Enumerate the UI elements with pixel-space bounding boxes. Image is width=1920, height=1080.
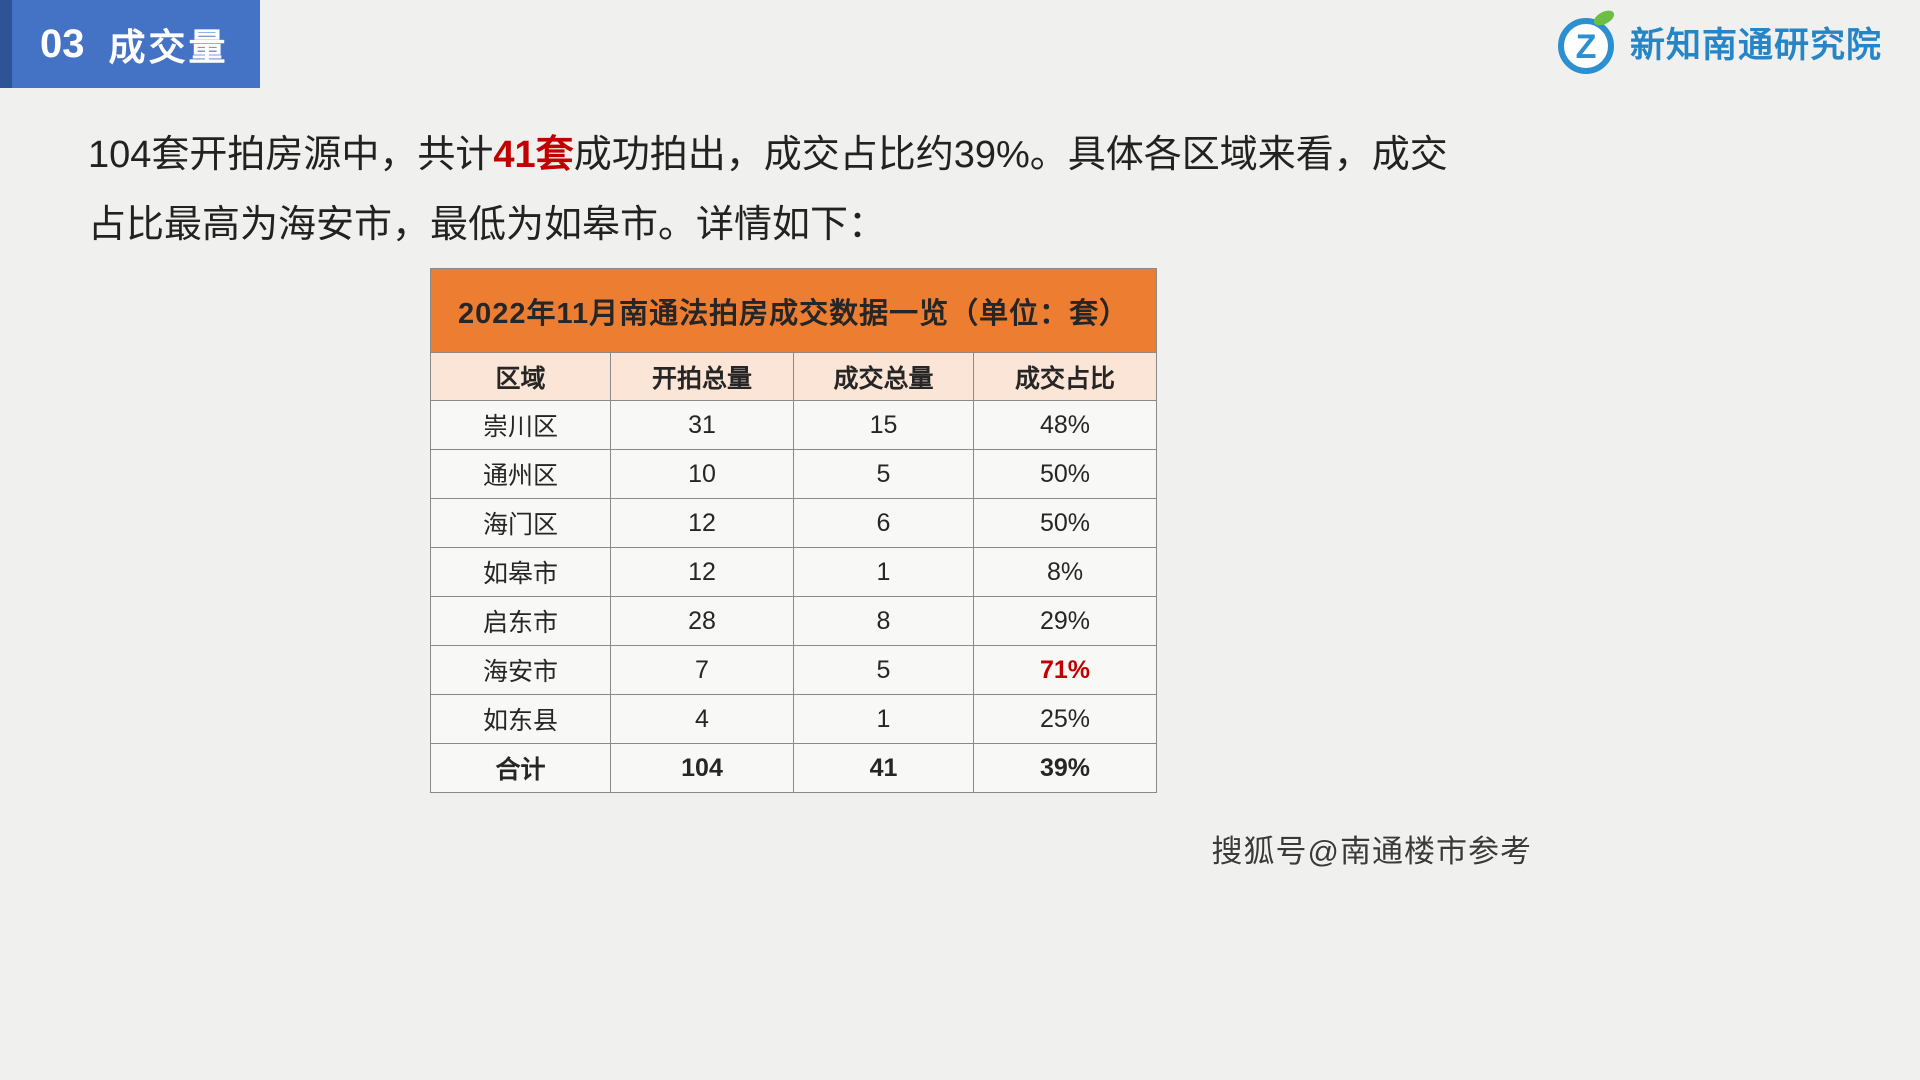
col-header-ratio: 成交占比 xyxy=(972,352,1158,401)
cell-listed: 12 xyxy=(610,498,794,548)
sales-data-table: 2022年11月南通法拍房成交数据一览（单位：套） 区域 开拍总量 成交总量 成… xyxy=(429,268,1158,793)
table-row: 通州区 10 5 50% xyxy=(430,449,1158,499)
cell-ratio: 50% xyxy=(972,449,1158,499)
cell-region: 启东市 xyxy=(430,596,611,646)
cell-ratio: 25% xyxy=(972,694,1158,744)
cell-listed: 104 xyxy=(610,743,794,793)
summary-paragraph: 104套开拍房源中，共计41套成功拍出，成交占比约39%。具体各区域来看，成交占… xyxy=(88,120,1480,260)
badge-main: 03 成交量 xyxy=(12,0,260,88)
table-row: 如皋市 12 1 8% xyxy=(430,547,1158,597)
col-header-region: 区域 xyxy=(430,352,611,401)
table-row: 海安市 7 5 71% xyxy=(430,645,1158,695)
cell-ratio-highlight: 71% xyxy=(972,645,1158,695)
watermark: 搜狐号@南通楼市参考 xyxy=(1211,834,1532,869)
cell-listed: 10 xyxy=(610,449,794,499)
cell-sold: 15 xyxy=(793,400,974,450)
cell-listed: 31 xyxy=(610,400,794,450)
org-logo-glyph: Z xyxy=(1576,28,1597,66)
summary-text-2: 成功拍出，成交占比约39%。具体各区域来看，成交占比最高为海安市，最低为如皋市。… xyxy=(88,134,1448,246)
section-badge: 03 成交量 xyxy=(0,0,260,88)
cell-sold: 5 xyxy=(793,449,974,499)
cell-listed: 12 xyxy=(610,547,794,597)
summary-highlight: 41套 xyxy=(493,134,574,176)
cell-region: 如东县 xyxy=(430,694,611,744)
org-logo-icon: Z xyxy=(1557,10,1615,74)
cell-region: 海门区 xyxy=(430,498,611,548)
cell-sold: 41 xyxy=(793,743,974,793)
table-row: 启东市 28 8 29% xyxy=(430,596,1158,646)
leaf-icon xyxy=(1593,10,1615,26)
cell-sold: 6 xyxy=(793,498,974,548)
cell-listed: 4 xyxy=(610,694,794,744)
cell-listed: 28 xyxy=(610,596,794,646)
org-logo-text: 新知南通研究院 xyxy=(1629,25,1882,65)
cell-sold: 1 xyxy=(793,694,974,744)
col-header-sold: 成交总量 xyxy=(793,352,974,401)
table-header-row: 区域 开拍总量 成交总量 成交占比 xyxy=(430,352,1158,401)
cell-sold: 8 xyxy=(793,596,974,646)
cell-region: 通州区 xyxy=(430,449,611,499)
cell-ratio: 39% xyxy=(972,743,1158,793)
table-title-row: 2022年11月南通法拍房成交数据一览（单位：套） xyxy=(429,268,1158,353)
table-total-row: 合计 104 41 39% xyxy=(430,743,1158,793)
org-logo: Z 新知南通研究院 xyxy=(1554,8,1882,76)
summary-text-1: 104套开拍房源中，共计 xyxy=(88,134,494,176)
cell-region: 合计 xyxy=(430,743,611,793)
table-title: 2022年11月南通法拍房成交数据一览（单位：套） xyxy=(429,268,1158,353)
cell-sold: 5 xyxy=(793,645,974,695)
cell-ratio: 50% xyxy=(972,498,1158,548)
cell-region: 海安市 xyxy=(430,645,611,695)
section-number: 03 xyxy=(40,21,85,66)
badge-accent-bar xyxy=(0,0,12,88)
col-header-listed: 开拍总量 xyxy=(610,352,794,401)
cell-sold: 1 xyxy=(793,547,974,597)
section-title: 成交量 xyxy=(108,27,229,68)
table-row: 海门区 12 6 50% xyxy=(430,498,1158,548)
cell-listed: 7 xyxy=(610,645,794,695)
cell-ratio: 8% xyxy=(972,547,1158,597)
cell-ratio: 48% xyxy=(972,400,1158,450)
table-row: 如东县 4 1 25% xyxy=(430,694,1158,744)
table-row: 崇川区 31 15 48% xyxy=(430,400,1158,450)
cell-region: 如皋市 xyxy=(430,547,611,597)
cell-ratio: 29% xyxy=(972,596,1158,646)
cell-region: 崇川区 xyxy=(430,400,611,450)
